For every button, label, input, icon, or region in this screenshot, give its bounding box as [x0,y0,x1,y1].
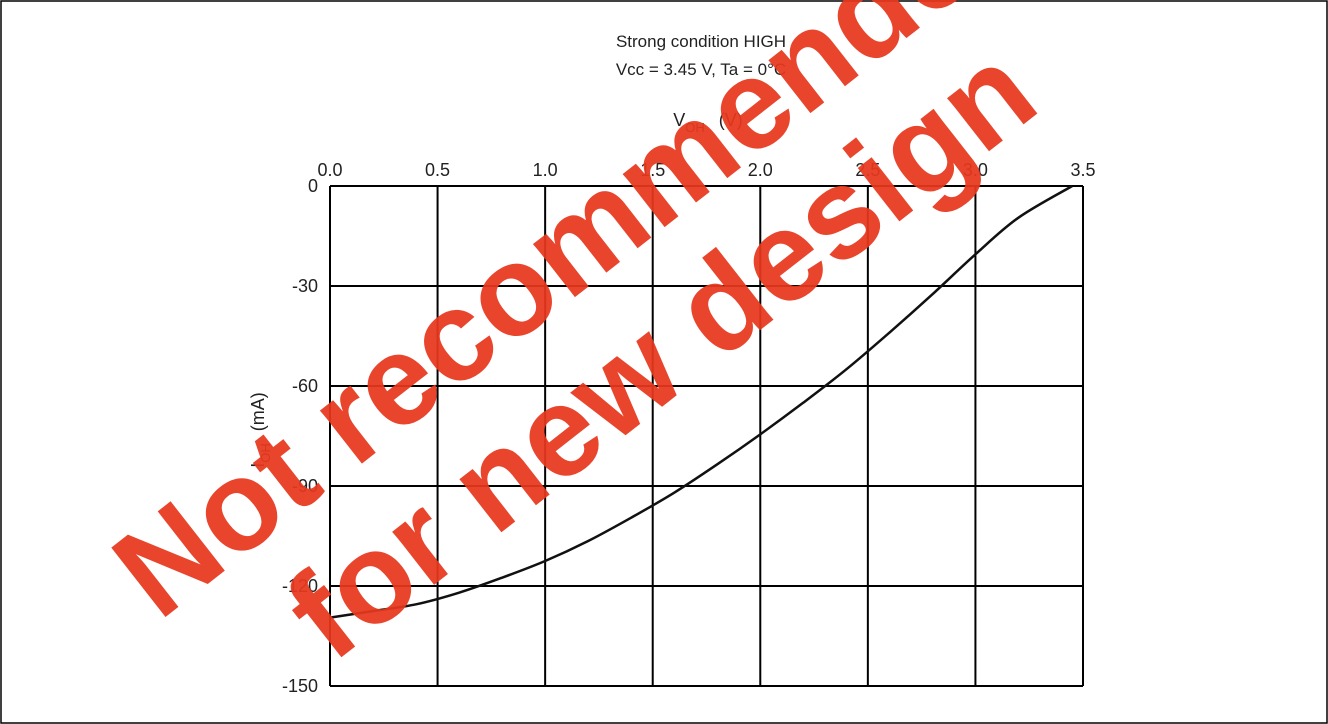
watermark: Not recommended for new design [88,0,1062,687]
x-tick-label-0: 0.0 [317,160,342,180]
x-axis-label-unit: (V) [719,110,743,130]
x-tick-label-6: 3.0 [963,160,988,180]
x-axis-label-sub: OH [685,120,705,135]
series-layer [329,184,1073,619]
y-tick-label-4: -120 [282,576,318,596]
x-tick-label-5: 2.5 [855,160,880,180]
y-tick-label-0: 0 [308,176,318,196]
tick-layer: 0.0 0.5 1.0 1.5 2.0 2.5 3.0 3.5 0 -30 -60 -90 -120 -1… [282,160,1096,696]
x-tick-label-1: 0.5 [425,160,450,180]
x-tick-label-2: 1.0 [533,160,558,180]
series-line-0 [329,184,1073,619]
grid-layer [329,185,1084,687]
x-axis-label: VOH (V) [673,110,743,135]
x-axis-label-main: V [673,110,685,130]
y-tick-label-3: -90 [292,476,318,496]
svg-text:IOH(mA): IOH (mA) [248,392,273,468]
y-axis-label-unit: (mA) [248,392,268,431]
chart-title: Strong condition HIGH [616,32,786,51]
y-tick-label-5: -150 [282,676,318,696]
chart-subtitle: Vcc = 3.45 V, Ta = 0°C [616,60,786,79]
x-tick-label-3: 1.5 [640,160,665,180]
y-axis-label: IOH (mA) [248,392,273,468]
x-tick-label-7: 3.5 [1070,160,1095,180]
y-tick-label-2: -60 [292,376,318,396]
y-axis-label-sub: OH [258,443,273,463]
y-tick-label-1: -30 [292,276,318,296]
x-tick-label-4: 2.0 [748,160,773,180]
y-axis-label-main: I [248,463,268,468]
